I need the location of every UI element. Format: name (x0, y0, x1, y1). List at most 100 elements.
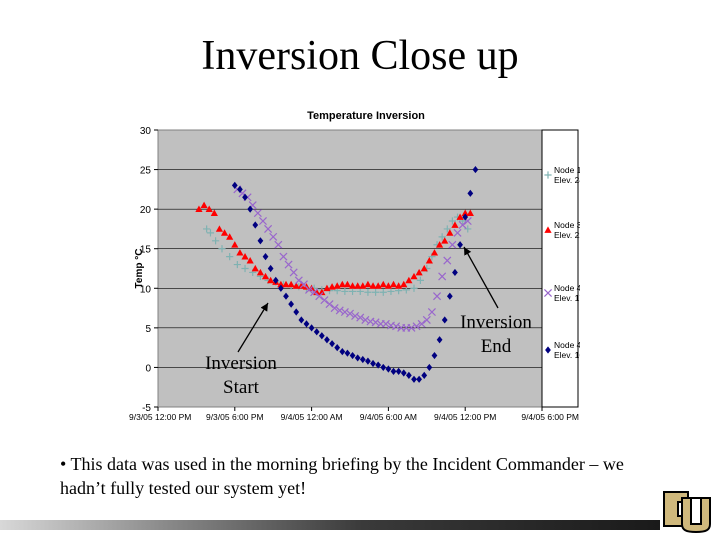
data-point (279, 252, 288, 261)
data-point (247, 205, 254, 213)
y-tick-label: 25 (140, 166, 152, 177)
data-point (256, 268, 264, 276)
data-point (251, 264, 259, 272)
data-point (407, 323, 416, 332)
data-point (325, 300, 334, 309)
data-point (390, 367, 397, 375)
data-point (283, 292, 289, 300)
data-point (195, 205, 203, 213)
data-point (371, 318, 380, 327)
data-point (293, 308, 300, 316)
data-point (206, 229, 215, 237)
data-point (438, 272, 447, 281)
data-point (335, 306, 344, 315)
briefing-note-bullet: • This data was used in the morning brie… (60, 454, 624, 498)
data-point (246, 256, 254, 264)
data-point (446, 229, 454, 236)
legend-label: Node 44 (554, 283, 580, 293)
y-tick-label: 15 (140, 245, 152, 256)
data-point (410, 272, 418, 280)
data-point (438, 233, 446, 241)
data-point (356, 287, 364, 296)
x-tick-label: 9/3/05 6:00 PM (206, 412, 264, 422)
data-point (364, 280, 372, 288)
data-point (544, 226, 552, 233)
data-point (287, 280, 295, 288)
data-point (410, 284, 418, 292)
data-point (381, 319, 390, 328)
data-point (278, 284, 284, 292)
data-point (320, 296, 329, 305)
data-point (372, 288, 380, 296)
data-point (461, 209, 469, 216)
data-point (340, 308, 349, 317)
legend-label: Elev. 1609m (554, 350, 580, 360)
data-point (364, 288, 372, 296)
data-point (349, 351, 356, 360)
data-point (258, 216, 267, 226)
data-point (451, 221, 459, 228)
data-point (297, 282, 305, 289)
data-point (351, 311, 360, 321)
data-point (318, 332, 325, 340)
y-axis-label: Temp °C (134, 249, 145, 289)
data-point (261, 272, 270, 280)
data-point (226, 253, 234, 261)
data-point (210, 209, 218, 216)
data-point (453, 228, 462, 237)
data-point (422, 315, 431, 324)
data-point (237, 185, 243, 193)
y-tick-label: 10 (140, 284, 152, 295)
data-point (426, 363, 433, 372)
annotation-inversion-start: Inversion Start (205, 353, 277, 398)
data-point (212, 237, 220, 245)
data-point (417, 319, 426, 328)
data-point (282, 280, 290, 288)
data-point (395, 367, 402, 375)
data-point (412, 322, 421, 331)
data-point (305, 285, 314, 294)
data-point (421, 371, 428, 379)
data-point (415, 268, 423, 276)
data-point (231, 241, 239, 248)
data-point (430, 249, 439, 256)
data-point (277, 280, 285, 288)
data-point (218, 245, 226, 253)
data-point (369, 282, 377, 289)
footer-bar (0, 520, 660, 530)
data-point (543, 288, 553, 298)
legend-label: Node 40 (554, 340, 580, 350)
legend-label: Elev. 2208m (554, 230, 580, 240)
data-point (348, 287, 357, 296)
data-point (338, 280, 346, 288)
y-tick-label: 5 (145, 324, 151, 335)
data-point (267, 276, 275, 284)
data-point (441, 237, 449, 244)
y-tick-label: 20 (140, 205, 152, 216)
data-point (330, 304, 339, 313)
data-point (443, 225, 451, 233)
data-point (443, 256, 452, 265)
data-point (448, 240, 457, 249)
data-point (365, 357, 371, 365)
data-point (446, 292, 453, 300)
data-point (370, 359, 376, 368)
data-point (402, 286, 410, 294)
data-point (294, 276, 303, 285)
data-point (400, 369, 407, 377)
data-point (389, 280, 398, 288)
data-point (241, 253, 249, 260)
data-point (345, 309, 355, 318)
data-point (252, 221, 259, 229)
chart-title: Temperature Inversion (307, 110, 425, 122)
y-tick-label: -5 (142, 403, 151, 414)
data-point (448, 217, 456, 225)
data-point (400, 280, 408, 288)
data-point (269, 232, 278, 241)
data-point (436, 241, 444, 248)
data-point (441, 316, 448, 324)
data-point (416, 276, 424, 284)
data-point (544, 171, 552, 179)
data-point (215, 225, 224, 232)
data-point (380, 363, 387, 372)
